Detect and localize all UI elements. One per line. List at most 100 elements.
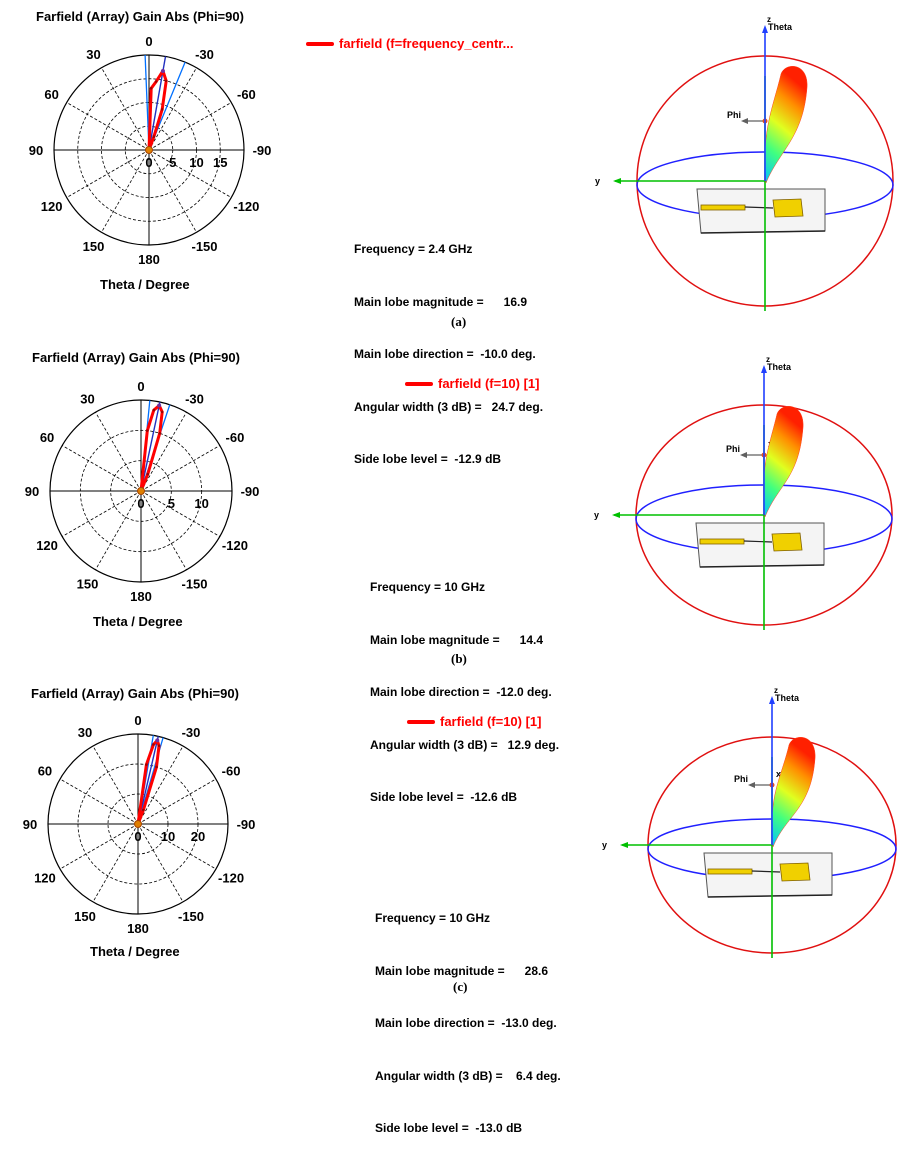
polar-grid-spoke <box>140 490 187 571</box>
polar-radial-tick-label: 5 <box>168 496 175 511</box>
polar-angle-label: -30 <box>195 47 214 62</box>
panel-b: Farfield (Array) Gain Abs (Phi=90) 0 30 -3… <box>0 340 912 804</box>
feed-line <box>700 204 746 211</box>
polar-angle-label: -60 <box>237 87 256 102</box>
phi-label: Phi <box>726 444 740 454</box>
origin-marker <box>145 146 153 154</box>
polar-grid-spoke <box>61 490 142 537</box>
pattern-point <box>146 429 149 432</box>
polar-angle-label: 120 <box>41 199 63 214</box>
feed-connector <box>744 206 774 209</box>
polar-grid-spoke <box>66 102 150 151</box>
polar-angle-label: -120 <box>218 871 244 886</box>
origin-marker <box>137 487 145 495</box>
polar-angle-label: 180 <box>130 589 152 604</box>
caption: (a) <box>451 314 467 329</box>
info-frequency: Frequency = 10 GHz <box>370 580 486 594</box>
info-side-lobe-level: Side lobe level = -12.6 dB <box>370 790 518 804</box>
farfield-3d-lobe <box>763 406 804 518</box>
y-axis-arrow <box>612 512 620 518</box>
polar-angle-label: 150 <box>83 239 105 254</box>
legend: farfield (f=10) [1] <box>407 714 542 729</box>
patch-element <box>779 862 811 882</box>
z-axis-arrow <box>761 365 767 373</box>
theta-axis-label: Theta / Degree <box>90 944 180 959</box>
info-main-lobe-magnitude: Main lobe magnitude = 28.6 <box>375 963 549 978</box>
polar-angle-label: -90 <box>241 484 260 499</box>
info-block: Frequency = 10 GHz Main lobe magnitude =… <box>370 544 559 842</box>
polar-grid-spoke <box>66 149 150 198</box>
feed-connector <box>751 870 781 873</box>
patch-element <box>771 532 803 552</box>
polar-angle-label: -90 <box>253 143 272 158</box>
info-main-lobe-direction: Main lobe direction = -10.0 deg. <box>354 347 536 361</box>
polar-angle-label: -30 <box>182 725 201 740</box>
legend-swatch <box>306 41 334 46</box>
polar-grid-spoke <box>61 445 142 492</box>
legend-label: farfield (f=frequency_centr... <box>339 36 514 51</box>
main-lobe-marker <box>155 738 160 743</box>
polar-chart: 0 30 -30 60 -60 90 -90 120 -120 150 -150 180 0 5 10 15 <box>29 34 272 267</box>
polar-angle-label: -120 <box>233 199 259 214</box>
polar-radial-tick-label: 5 <box>169 155 176 170</box>
polar-angle-label: -150 <box>178 909 204 924</box>
panel-c: Farfield (Array) Gain Abs (Phi=90) 0 30 -3… <box>0 677 912 1135</box>
panel-a: Farfield (Array) Gain Abs (Phi=90) 0 30 -3… <box>0 0 912 466</box>
legend-swatch <box>405 381 433 386</box>
pattern-point <box>154 80 158 83</box>
polar-angle-label: 30 <box>80 391 94 406</box>
polar-grid-spoke <box>140 445 221 492</box>
polar-radial-tick-label: 0 <box>134 829 141 844</box>
pattern-point <box>158 432 162 435</box>
feed-connector <box>743 540 773 543</box>
y-axis-label: y <box>595 176 600 186</box>
phi-arrow-head <box>740 452 747 458</box>
main-lobe-direction-line <box>140 401 161 492</box>
polar-angle-label: -150 <box>181 577 207 592</box>
polar-radial-tick-label: 20 <box>191 829 205 844</box>
feed-line <box>707 868 753 875</box>
y-axis-arrow <box>620 842 628 848</box>
info-main-lobe-magnitude: Main lobe magnitude = 16.9 <box>354 294 528 309</box>
main-lobe-marker <box>157 403 162 408</box>
polar-angle-label: -90 <box>237 817 256 832</box>
polar-grid-spoke <box>148 102 232 151</box>
polar-angle-label: 120 <box>34 871 56 886</box>
polar-radial-tick-label: 0 <box>137 496 144 511</box>
z-axis-label: z <box>774 686 778 695</box>
antenna-substrate <box>695 522 825 568</box>
polar-angle-label: 150 <box>77 577 99 592</box>
pattern-point <box>160 410 164 414</box>
theta-axis-label: Theta / Degree <box>100 277 190 292</box>
polar-grid-spoke <box>148 149 197 233</box>
pattern-point <box>152 408 156 412</box>
caption: (b) <box>451 651 467 666</box>
polar-radial-tick-label: 10 <box>161 829 175 844</box>
polar-angle-label: 0 <box>145 34 152 49</box>
legend-swatch <box>407 719 435 724</box>
pattern-point <box>160 108 164 111</box>
polar-angle-label: 30 <box>78 725 92 740</box>
polar-angle-label: 90 <box>23 817 37 832</box>
pattern-point <box>152 743 155 746</box>
legend: farfield (f=10) [1] <box>405 376 540 391</box>
theta-axis-label: Theta / Degree <box>93 614 183 629</box>
phi-arrow-head <box>748 782 755 788</box>
polar-angle-label: 30 <box>86 47 100 62</box>
polar-grid-spoke <box>148 149 232 198</box>
feed-line <box>699 538 745 545</box>
polar-chart: 0 30 -30 60 -60 90 -90 120 -120 150 -150 180 0 10 20 <box>23 713 256 936</box>
z-axis-label: z <box>767 15 771 24</box>
polar-angle-label: 150 <box>74 909 96 924</box>
info-angular-width: Angular width (3 dB) = 24.7 deg. <box>354 399 544 414</box>
z-axis-arrow <box>762 25 768 33</box>
pattern-point <box>152 135 156 138</box>
polar-grid-spoke <box>140 490 221 537</box>
polar-radial-tick-label: 0 <box>145 155 152 170</box>
polar-angle-label: 180 <box>138 252 160 267</box>
polar-angle-label: -150 <box>191 239 217 254</box>
polar-radial-tick-label: 15 <box>213 155 227 170</box>
info-block: Frequency = 2.4 GHz Main lobe magnitude … <box>354 206 543 504</box>
